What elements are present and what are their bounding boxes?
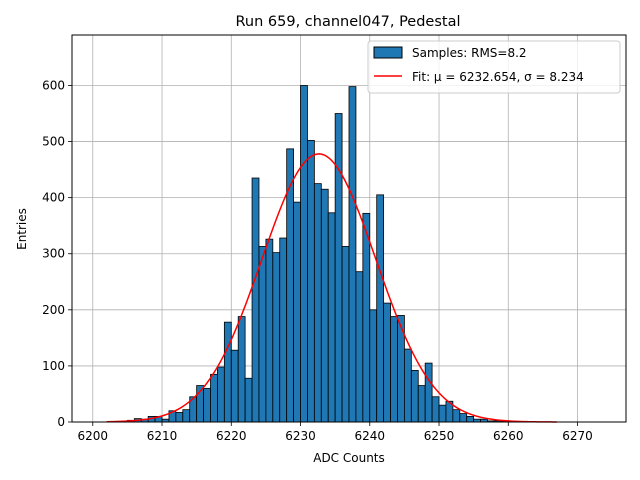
histogram-bar <box>293 201 301 423</box>
y-tick-label: 400 <box>42 191 65 205</box>
y-tick-label: 300 <box>42 247 65 261</box>
histogram-bar <box>210 373 218 423</box>
fit-curve <box>106 153 557 423</box>
histogram-bar <box>300 85 308 423</box>
histogram-bar <box>383 302 391 423</box>
x-axis-ticks: 6200 6210 6220 6230 6240 6250 6260 6270 <box>78 422 593 443</box>
histogram-bar <box>320 188 329 423</box>
histogram-bar <box>452 409 461 423</box>
histogram-bar <box>230 349 239 423</box>
y-tick-label: 200 <box>42 303 65 317</box>
histogram-bar <box>313 183 322 423</box>
fit-curve-layer <box>106 153 557 423</box>
histogram-bar <box>438 404 447 423</box>
legend-box <box>367 40 621 94</box>
x-tick-label: 6250 <box>424 429 455 443</box>
histogram-bar <box>431 396 440 423</box>
histogram-bar <box>307 140 315 423</box>
legend: Samples: RMS=8.2 Fit: μ = 6232.654, σ = … <box>367 40 621 94</box>
histogram-bar <box>327 212 336 423</box>
histogram-bar <box>237 316 246 423</box>
x-tick-label: 6200 <box>78 429 109 443</box>
y-tick-label: 0 <box>57 415 65 429</box>
y-axis-ticks: 0 100 200 300 400 500 600 <box>42 78 72 429</box>
chart-title: Run 659, channel047, Pedestal <box>235 14 460 30</box>
histogram-bar <box>355 271 364 423</box>
histogram-bar <box>362 212 371 423</box>
y-tick-label: 500 <box>42 135 65 149</box>
legend-histogram-swatch <box>373 46 403 59</box>
x-tick-label: 6230 <box>285 429 316 443</box>
histogram-bar <box>182 409 191 423</box>
histogram-bar <box>341 246 350 423</box>
legend-histogram-label: Samples: RMS=8.2 <box>412 46 527 60</box>
histogram-bar <box>334 113 343 423</box>
histogram-bar <box>223 321 232 423</box>
histogram-bar <box>390 316 398 423</box>
legend-fit-label: Fit: μ = 6232.654, σ = 8.234 <box>412 70 584 84</box>
histogram-bar <box>410 369 419 423</box>
histogram-bar <box>175 412 184 423</box>
x-tick-label: 6240 <box>355 429 386 443</box>
x-tick-label: 6220 <box>216 429 247 443</box>
histogram-bar <box>279 237 288 423</box>
histogram-bar <box>203 387 211 423</box>
y-tick-label: 600 <box>42 78 65 92</box>
histogram-bar <box>251 177 260 423</box>
x-axis-label: ADC Counts <box>313 451 385 465</box>
histogram-bar <box>417 385 426 423</box>
x-tick-label: 6210 <box>147 429 178 443</box>
x-tick-label: 6270 <box>562 429 593 443</box>
histogram-bar <box>466 415 475 423</box>
histogram-bar <box>244 377 253 423</box>
y-tick-label: 100 <box>42 359 65 373</box>
histogram-bar <box>258 246 267 423</box>
histogram-bar <box>265 238 274 423</box>
y-axis-label: Entries <box>15 208 29 250</box>
histogram-bar <box>403 348 412 423</box>
histogram-bar <box>459 413 468 423</box>
histogram-bar <box>376 194 385 423</box>
histogram-bar <box>424 362 433 423</box>
histogram-bar <box>217 366 225 423</box>
plot-frame <box>71 34 627 423</box>
histogram-bar <box>272 252 281 423</box>
histogram-bar <box>369 309 378 423</box>
x-tick-label: 6260 <box>493 429 524 443</box>
histogram-bar <box>348 86 357 423</box>
